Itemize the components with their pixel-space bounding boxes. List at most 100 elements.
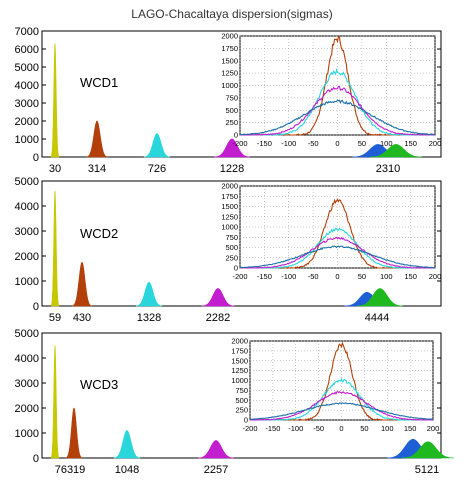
peak-area	[370, 144, 422, 158]
inset-x-tick-label: -150	[257, 139, 272, 148]
inset-x-tick-label: -100	[288, 424, 303, 433]
y-tick-label: 0	[33, 301, 39, 313]
y-tick-label: 5000	[15, 176, 39, 188]
inset-y-tick-label: 1750	[221, 44, 238, 53]
y-tick-label: 6000	[15, 44, 39, 56]
inset-y-tick-label: 1750	[221, 192, 238, 201]
y-tick-label: 4000	[15, 353, 39, 365]
inset-y-tick-label: 750	[225, 93, 238, 102]
y-tick-label: 4000	[15, 201, 39, 213]
x-tick-label: 4444	[365, 312, 389, 324]
inset-series-line	[239, 99, 436, 136]
inset-y-tick-label: 250	[225, 118, 238, 127]
x-tick-label: 430	[73, 312, 91, 324]
peak-area	[214, 138, 250, 158]
inset-series-line	[239, 245, 436, 269]
x-tick-label: 1328	[137, 312, 161, 324]
inset-x-tick-label: 0	[339, 424, 343, 433]
x-tick-label: 2282	[206, 312, 230, 324]
inset-y-tick-label: 0	[234, 264, 238, 273]
inset-x-tick-label: -150	[265, 424, 280, 433]
inset-y-tick-label: 1750	[231, 346, 248, 355]
panel-label: WCD1	[80, 75, 118, 90]
inset-x-tick-label: -50	[308, 139, 319, 148]
peak-area	[113, 430, 141, 459]
peak-area	[143, 133, 171, 158]
inset-y-tick-label: 1500	[231, 356, 248, 365]
panel-label: WCD2	[80, 226, 118, 241]
inset-x-tick-label: 50	[360, 424, 368, 433]
peak-area	[72, 261, 92, 307]
peak-area	[50, 43, 60, 158]
peak-area	[50, 345, 60, 459]
inset-x-tick-label: 200	[427, 424, 440, 433]
inset-x-tick-label: -100	[281, 139, 296, 148]
x-tick-label: 314	[88, 163, 106, 175]
inset-x-tick-label: 0	[335, 272, 339, 281]
x-tick-label: 30	[49, 163, 61, 175]
inset-x-tick-label: 100	[380, 139, 393, 148]
y-tick-label: 0	[33, 152, 39, 164]
inset-x-tick-label: 200	[429, 272, 442, 281]
inset-x-tick-label: -200	[242, 424, 257, 433]
inset-x-tick-label: 150	[404, 139, 417, 148]
plot-frame	[41, 180, 442, 307]
inset-x-tick-label: 100	[381, 424, 394, 433]
inset-plot: -200 -150 -100 -50 0 50 100 150 2000250500750100…	[231, 337, 439, 434]
inset-y-tick-label: 500	[235, 396, 248, 405]
peak-area	[402, 441, 454, 459]
y-tick-label: 3000	[15, 98, 39, 110]
inset-x-tick-label: 150	[404, 424, 417, 433]
x-tick-label: 59	[49, 312, 61, 324]
inset-series-line	[239, 236, 436, 269]
x-tick-label: 726	[148, 163, 166, 175]
inset-series-line	[239, 85, 436, 136]
y-tick-label: 5000	[15, 62, 39, 74]
inset-x-tick-label: 200	[429, 139, 442, 148]
peak-area	[50, 190, 60, 307]
x-tick-label: 76319	[55, 464, 86, 476]
inset-y-tick-label: 2000	[221, 182, 238, 191]
y-tick-label: 1000	[15, 134, 39, 146]
inset-plot: -200 -150 -100 -50 0 50 100 150 2000250500750100…	[221, 182, 441, 282]
inset-x-tick-label: -200	[232, 139, 247, 148]
inset-x-tick-label: -150	[257, 272, 272, 281]
inset-y-tick-label: 500	[225, 106, 238, 115]
plot-frame	[41, 332, 442, 459]
x-tick-label: 5121	[415, 464, 439, 476]
peak-area	[65, 407, 83, 459]
inset-y-tick-label: 1250	[221, 212, 238, 221]
x-tick-label: 1048	[115, 464, 139, 476]
inset-series-line	[249, 390, 434, 421]
inset-y-tick-label: 500	[225, 243, 238, 252]
inset-y-tick-label: 2000	[231, 337, 248, 346]
inset-y-tick-label: 0	[244, 416, 248, 425]
y-tick-label: 2000	[15, 403, 39, 415]
inset-x-tick-label: 150	[404, 272, 417, 281]
x-tick-label: 2257	[204, 464, 228, 476]
inset-y-tick-label: 1250	[221, 69, 238, 78]
inset-x-tick-label: -200	[232, 272, 247, 281]
y-tick-label: 0	[33, 453, 39, 465]
y-tick-label: 2000	[15, 251, 39, 263]
inset-y-tick-label: 1250	[231, 366, 248, 375]
inset-y-tick-label: 0	[234, 131, 238, 140]
inset-x-tick-label: 50	[358, 272, 366, 281]
inset-plot: -200 -150 -100 -50 0 50 100 150 2000250500750100…	[221, 32, 441, 149]
figure-title: LAGO-Chacaltaya dispersion(sigmas)	[131, 7, 332, 21]
inset-x-tick-label: -50	[313, 424, 324, 433]
inset-series-line	[249, 402, 434, 420]
y-tick-label: 1000	[15, 428, 39, 440]
inset-series-line	[239, 67, 435, 136]
inset-y-tick-label: 1000	[221, 223, 238, 232]
inset-y-tick-label: 250	[235, 406, 248, 415]
x-tick-label: 2310	[376, 163, 400, 175]
inset-series-line	[249, 377, 434, 421]
peak-area	[357, 288, 403, 307]
inset-y-tick-label: 250	[225, 253, 238, 262]
inset-series-line	[239, 227, 436, 269]
inset-x-tick-label: 100	[380, 272, 393, 281]
y-tick-label: 5000	[15, 328, 39, 340]
